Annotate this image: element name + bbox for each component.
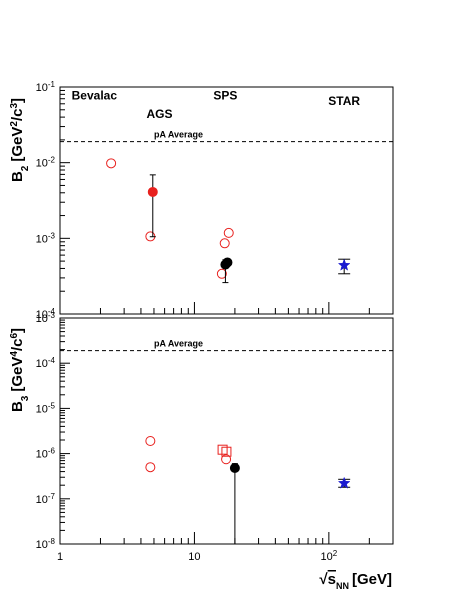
- data-point-open-circle: [106, 158, 117, 169]
- pa-average-label: pA Average: [154, 339, 203, 349]
- xlabel: √sNN [GeV]: [319, 571, 392, 591]
- data-point-star: [337, 476, 351, 489]
- y-tick-label: 10-2: [36, 155, 56, 170]
- data-point-open-square: [217, 444, 228, 455]
- ylabel-top: B2[GeV2/c3]: [9, 98, 31, 182]
- data-point-open-square: [221, 446, 232, 457]
- y-tick-label: 10-1: [36, 80, 56, 95]
- data-point-star: [337, 258, 351, 271]
- data-point-open-circle: [221, 454, 232, 465]
- plot-area-top: [59, 86, 394, 315]
- y-tick-label: 10-4: [36, 356, 56, 371]
- panel-b2: 10-1 10-2 10-3 10-4 pA Average Bevalac AGS SPS…: [9, 80, 394, 322]
- y-tick-label: 10-8: [36, 537, 56, 552]
- data-point-filled-black: [229, 463, 240, 474]
- pa-average-label: pA Average: [154, 130, 203, 140]
- data-point-filled-red: [147, 186, 158, 197]
- data-point-filled-black: [222, 257, 233, 268]
- data-point-open-circle: [223, 227, 234, 238]
- x-tick-label: 1: [57, 551, 63, 563]
- data-point-open-circle: [145, 462, 156, 473]
- x-tick-label: 102: [321, 549, 338, 564]
- y-tick-label: 10-5: [36, 401, 56, 416]
- y-tick-label: 10-6: [36, 446, 56, 461]
- facility-label: STAR: [328, 94, 360, 108]
- facility-label: SPS: [213, 89, 237, 103]
- plot-area-bottom: [59, 317, 394, 545]
- panel-b3: 10-3 10-4 10-5 10-6 10-7 10-81 10 102 pA Averag…: [9, 311, 394, 591]
- y-tick-label: 10-3: [36, 311, 56, 326]
- facility-label: AGS: [147, 107, 173, 121]
- ylabel-bottom: B3[GeV4/c6]: [9, 328, 31, 412]
- facility-label: Bevalac: [72, 89, 118, 103]
- data-point-open-circle: [219, 238, 230, 249]
- y-tick-label: 10-4: [36, 307, 56, 322]
- data-point-open-circle: [145, 436, 156, 447]
- data-point-open-circle: [216, 268, 227, 279]
- y-tick-label: 10-3: [36, 231, 56, 246]
- y-tick-label: 10-7: [36, 491, 56, 506]
- x-tick-label: 10: [188, 551, 200, 563]
